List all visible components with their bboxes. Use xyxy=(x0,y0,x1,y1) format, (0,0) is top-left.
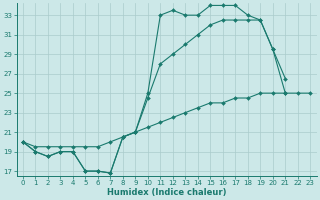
X-axis label: Humidex (Indice chaleur): Humidex (Indice chaleur) xyxy=(107,188,226,197)
